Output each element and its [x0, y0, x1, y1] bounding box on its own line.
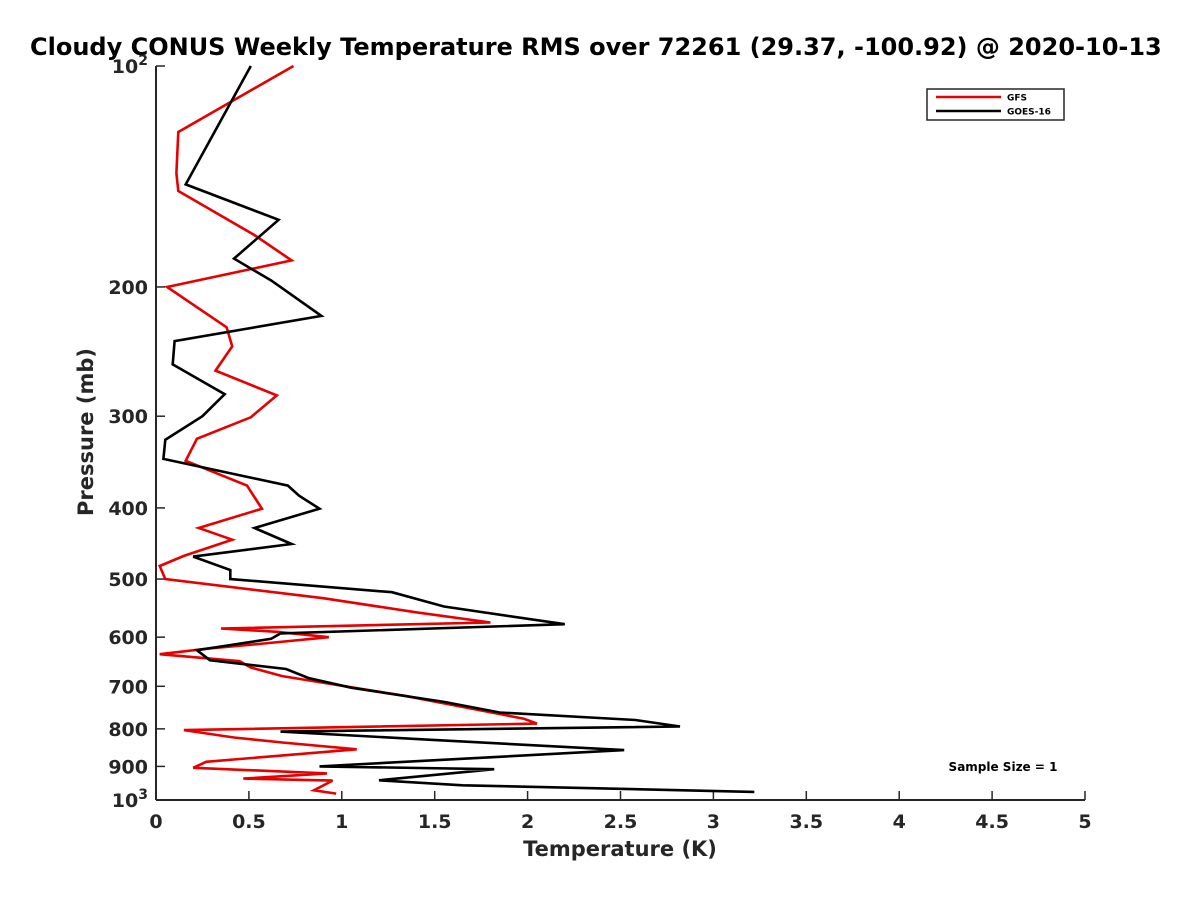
y-tick-label: 800 [108, 719, 148, 741]
x-tick-label: 5 [1078, 811, 1091, 833]
y-tick-label: 500 [108, 569, 148, 591]
x-tick-label: 1.5 [418, 811, 452, 833]
y-tick-label: 600 [108, 627, 148, 649]
title-group: Cloudy CONUS Weekly Temperature RMS over… [30, 33, 1162, 61]
axes: 0 0.5 1 1.5 2 2.5 3 3.5 4 4.5 5 102 200 300 400 500 600 7… [108, 53, 1091, 833]
legend-label: GOES-16 [1007, 108, 1051, 118]
x-axis-label: Temperature (K) [523, 837, 717, 861]
y-tick-label: 900 [108, 756, 148, 778]
x-tick-label: 4.5 [975, 811, 1009, 833]
x-tick-label: 1 [335, 811, 348, 833]
legend-box [926, 88, 1065, 121]
x-tick-label: 3 [707, 811, 720, 833]
y-tick-label: 200 [108, 277, 148, 299]
y-tick-label: 700 [108, 676, 148, 698]
y-tick-label: 103 [112, 787, 148, 812]
x-tick-label: 0 [149, 811, 162, 833]
series-line-goes-16 [161, 65, 755, 794]
x-tick-label: 4 [893, 811, 906, 833]
legend: GFS GOES-16 [926, 88, 1065, 121]
y-tick-label: 400 [108, 498, 148, 520]
series-line-gfs [157, 64, 538, 795]
y-tick-label: 102 [112, 53, 148, 78]
y-axis-label: Pressure (mb) [74, 348, 98, 516]
y-tick-exponent: 2 [138, 53, 148, 69]
series-group [157, 64, 755, 795]
x-tick-label: 0.5 [232, 811, 266, 833]
chart-title: Cloudy CONUS Weekly Temperature RMS over… [30, 33, 1162, 61]
x-tick-label: 2.5 [604, 811, 638, 833]
x-tick-label: 2 [521, 811, 534, 833]
y-tick-exponent: 3 [138, 787, 148, 803]
x-tick-label: 3.5 [789, 811, 823, 833]
sample-size-annotation: Sample Size = 1 [949, 760, 1058, 774]
legend-label: GFS [1007, 94, 1027, 104]
y-tick-label: 300 [108, 406, 148, 428]
